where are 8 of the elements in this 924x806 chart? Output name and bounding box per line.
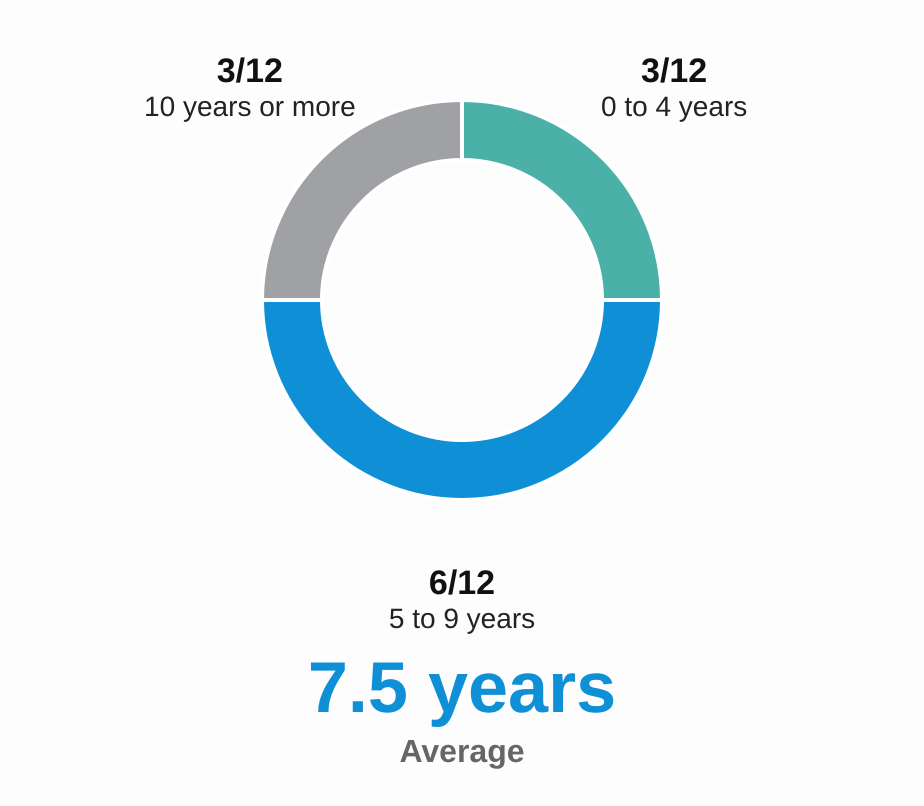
- slice-label: 0 to 4 years: [600, 90, 748, 122]
- data-label: 3/12: [216, 52, 283, 90]
- data-label: 3/12: [641, 52, 708, 90]
- text: 7.5 years: [308, 648, 616, 728]
- data-label: 6/12: [428, 564, 496, 602]
- text: Average: [399, 733, 525, 769]
- slice-label: 10 years or more: [144, 90, 356, 122]
- slice-label: 5 to 9 years: [388, 603, 536, 634]
